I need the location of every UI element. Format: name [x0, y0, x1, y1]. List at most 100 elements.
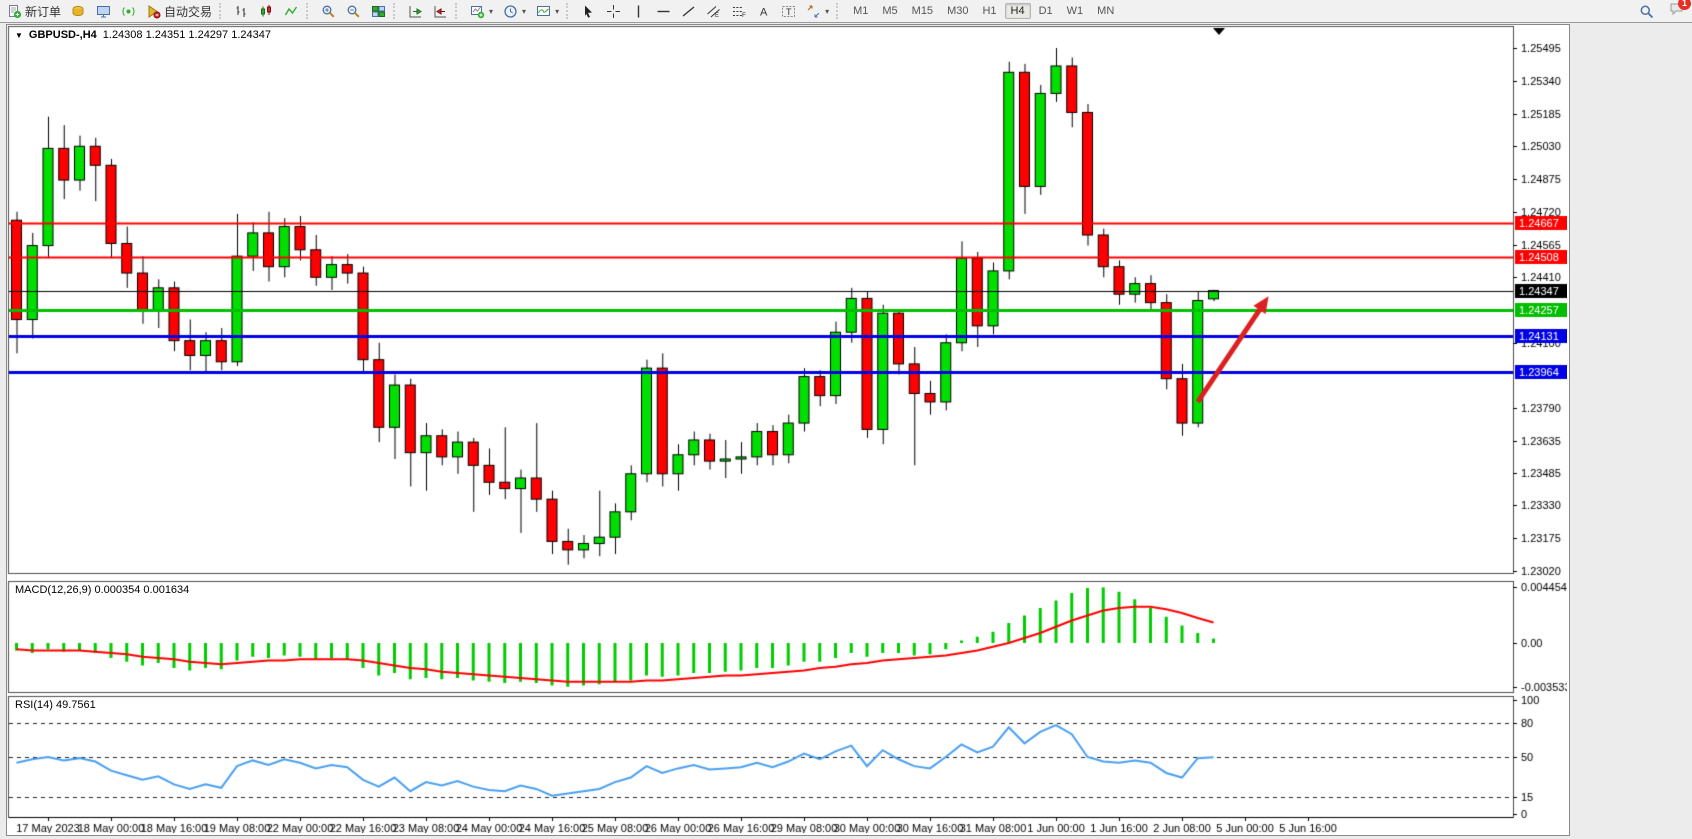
tf-m1-label: M1	[853, 5, 869, 17]
labelT-icon: T	[781, 4, 796, 19]
line-chart-button[interactable]	[280, 0, 303, 22]
toolbar-grip	[455, 3, 461, 19]
hline-icon	[656, 4, 671, 19]
market-watch-button[interactable]	[67, 0, 90, 22]
zoom-out-button[interactable]	[342, 0, 365, 22]
linechart-icon	[284, 4, 299, 19]
tf-h4[interactable]: H4	[1004, 3, 1031, 19]
toolbar-grip	[306, 3, 312, 19]
tf-mn-label: MN	[1097, 5, 1115, 17]
chevron-down-icon[interactable]: ▾	[489, 6, 494, 16]
clock-icon	[503, 4, 518, 19]
candles-icon	[259, 4, 274, 19]
navigator-button[interactable]	[117, 0, 140, 22]
monitor-icon	[96, 4, 111, 19]
toolbar-group-standard: 新订单 自动交易	[2, 0, 217, 22]
tf-m1[interactable]: M1	[847, 3, 874, 19]
toolbar-group-scroll	[403, 0, 453, 22]
chart-title: ▼ GBPUSD-,H4 1.24308 1.24351 1.24297 1.2…	[15, 29, 271, 41]
chevron-down-icon[interactable]: ▾	[555, 6, 560, 16]
chartshift-icon	[433, 4, 448, 19]
symbol-period-label: GBPUSD-,H4	[28, 29, 97, 41]
tf-m30[interactable]: M30	[941, 3, 974, 19]
toolbar-group-line-studies: E F A T ▾	[576, 0, 834, 22]
text-button[interactable]: A	[752, 0, 775, 22]
chevron-down-icon[interactable]: ▾	[522, 6, 527, 16]
data-window-button[interactable]	[92, 0, 115, 22]
tf-d1[interactable]: D1	[1033, 3, 1059, 19]
toolbar-grip	[219, 3, 225, 19]
auto-scroll-button[interactable]	[404, 0, 427, 22]
new-order-button[interactable]: 新订单	[3, 0, 65, 22]
equidistant-channel-button[interactable]: E	[702, 0, 725, 22]
toolbar-group-timeframes: M1 M5 M15 M30 H1 H4 D1 W1 MN	[846, 0, 1121, 22]
zoom-in-button[interactable]	[317, 0, 340, 22]
coins-icon	[71, 4, 86, 19]
channel-icon: E	[706, 4, 721, 19]
tile-windows-button[interactable]	[367, 0, 390, 22]
crosshair-icon	[606, 4, 621, 19]
bar-chart-button[interactable]	[230, 0, 253, 22]
tf-h1-label: H1	[982, 5, 997, 17]
doc-plus-icon	[7, 4, 22, 19]
indicator-icon	[536, 4, 551, 19]
new-order-button-label: 新订单	[25, 4, 62, 19]
tf-h4-label: H4	[1010, 5, 1025, 17]
bars-icon	[234, 4, 249, 19]
tf-m15[interactable]: M15	[906, 3, 939, 19]
autoscroll-icon	[408, 4, 423, 19]
chart-canvas[interactable]	[7, 25, 1567, 833]
arrows-icon	[806, 4, 821, 19]
tiles-icon	[371, 4, 386, 19]
tf-mn[interactable]: MN	[1091, 3, 1120, 19]
rsi-indicator-label: RSI(14) 49.7561	[15, 699, 96, 711]
new-chart-button[interactable]: ▾	[466, 0, 497, 22]
tf-w1-label: W1	[1066, 5, 1084, 17]
toolbar-grip	[836, 3, 842, 19]
tf-h1[interactable]: H1	[976, 3, 1002, 19]
ohlc-values: 1.24308 1.24351 1.24297 1.24347	[102, 29, 271, 41]
tf-m15-label: M15	[911, 5, 934, 17]
notifications-button[interactable]: 1	[1669, 0, 1691, 21]
template-button[interactable]: ▾	[532, 0, 563, 22]
zoom-out-icon	[346, 4, 361, 19]
signal-icon	[121, 4, 136, 19]
chart-window: ▼ GBPUSD-,H4 1.24308 1.24351 1.24297 1.2…	[6, 24, 1570, 836]
toolbar-group-new-objects: ▾ ▾ ▾	[465, 0, 564, 22]
cursor-button[interactable]	[577, 0, 600, 22]
crosshair-button[interactable]	[602, 0, 625, 22]
chart-shift-button[interactable]	[429, 0, 452, 22]
trend-icon	[681, 4, 696, 19]
newchart-icon	[470, 4, 485, 19]
toolbar-grip	[566, 3, 572, 19]
trendline-button[interactable]	[677, 0, 700, 22]
svg-text:A: A	[760, 6, 768, 18]
ea-icon	[146, 4, 161, 19]
vertical-line-button[interactable]	[627, 0, 650, 22]
fibo-icon: F	[731, 4, 746, 19]
text-label-button[interactable]: T	[777, 0, 800, 22]
arrows-button[interactable]: ▾	[802, 0, 833, 22]
horizontal-line-button[interactable]	[652, 0, 675, 22]
textA-icon: A	[756, 4, 771, 19]
candlestick-button[interactable]	[255, 0, 278, 22]
macd-indicator-label: MACD(12,26,9) 0.000354 0.001634	[15, 584, 190, 596]
auto-trading-button[interactable]: 自动交易	[142, 0, 216, 22]
svg-text:E: E	[715, 13, 719, 19]
svg-text:F: F	[742, 12, 746, 19]
cursor-icon	[581, 4, 596, 19]
toolbar-group-chart-type	[229, 0, 304, 22]
search-icon	[1639, 4, 1654, 19]
tf-d1-label: D1	[1038, 5, 1053, 17]
toolbar-grip	[393, 3, 399, 19]
chevron-down-icon[interactable]: ▼	[15, 30, 23, 40]
search-button[interactable]	[1635, 0, 1658, 22]
tf-m5[interactable]: M5	[876, 3, 903, 19]
vline-icon	[631, 4, 646, 19]
tf-m5-label: M5	[882, 5, 898, 17]
tf-w1[interactable]: W1	[1061, 3, 1090, 19]
periods-button[interactable]: ▾	[499, 0, 530, 22]
chevron-down-icon[interactable]: ▾	[825, 6, 830, 16]
notification-badge: 1	[1678, 0, 1691, 10]
fibonacci-button[interactable]: F	[727, 0, 750, 22]
